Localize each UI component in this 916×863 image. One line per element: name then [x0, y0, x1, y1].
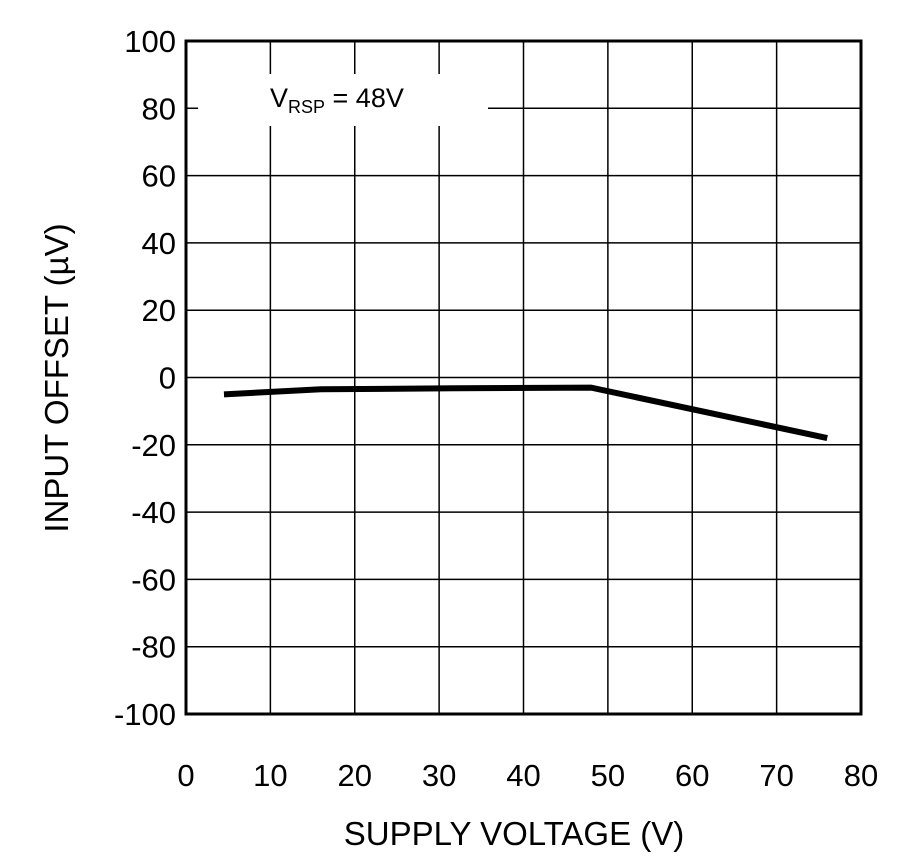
y-tick-label: 40 [142, 226, 176, 261]
y-tick-label: -40 [131, 495, 176, 530]
x-tick-label: 60 [675, 758, 709, 793]
plot-frame [184, 39, 863, 716]
annotation-suffix: = 48V [325, 83, 404, 113]
series-group [223, 384, 828, 442]
x-tick-label: 20 [338, 758, 372, 793]
x-tick-label: 70 [759, 758, 793, 793]
y-tick-label: 20 [142, 293, 176, 328]
annotation-main: V [270, 83, 288, 113]
annotation: VRSP = 48V [198, 74, 488, 126]
y-tick-label: 0 [159, 361, 176, 396]
y-tick-label: 80 [142, 91, 176, 126]
x-tick-label: 0 [177, 758, 194, 793]
y-tick-label: 60 [142, 159, 176, 194]
grid [186, 41, 861, 714]
x-axis-label: SUPPLY VOLTAGE (V) [344, 815, 685, 852]
y-tick-label: -60 [131, 562, 176, 597]
y-tick-label: -20 [131, 428, 176, 463]
y-axis-ticks: 100 80 60 40 20 0 -20 -40 -60 -80 -100 [114, 24, 176, 732]
annotation-text: VRSP = 48V [270, 83, 404, 117]
series-line-0 [223, 384, 828, 442]
annotation-subscript: RSP [288, 97, 325, 117]
x-tick-label: 80 [844, 758, 878, 793]
y-tick-label: -80 [131, 630, 176, 665]
y-tick-label: -100 [114, 697, 176, 732]
x-tick-label: 30 [422, 758, 456, 793]
x-axis-ticks: 0 10 20 30 40 50 60 70 80 [177, 758, 878, 793]
x-tick-label: 50 [591, 758, 625, 793]
x-tick-label: 40 [506, 758, 540, 793]
annotation-box [198, 74, 488, 126]
y-tick-label: 100 [124, 24, 176, 59]
y-axis-label: INPUT OFFSET (µV) [38, 223, 75, 532]
x-tick-label: 10 [253, 758, 287, 793]
